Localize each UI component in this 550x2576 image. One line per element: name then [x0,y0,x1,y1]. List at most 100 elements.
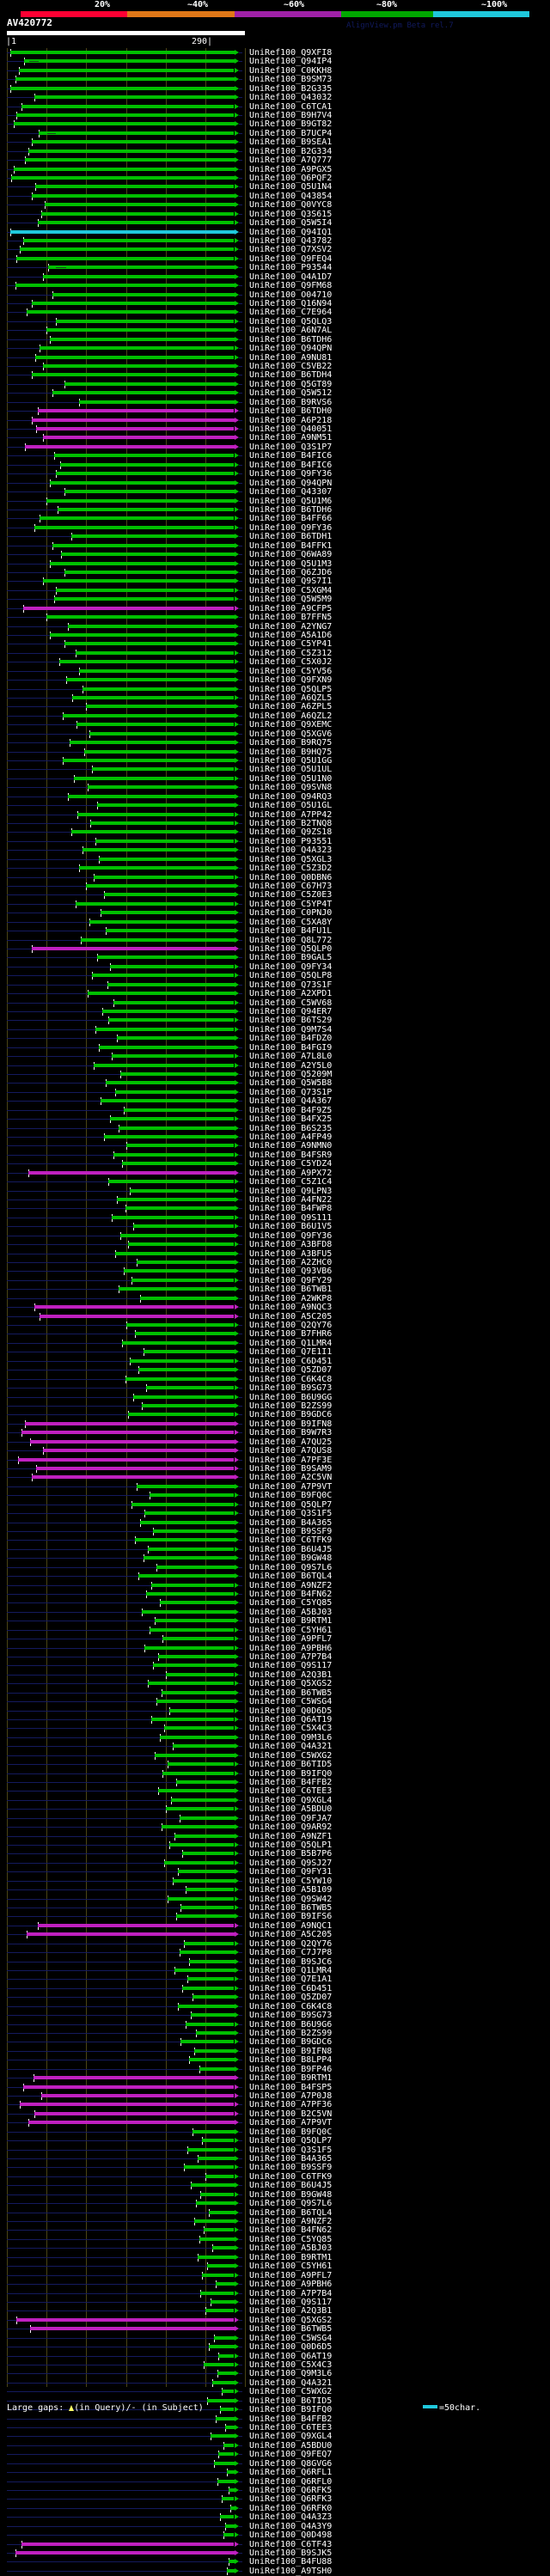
alignment-row[interactable]: UniRef100_A9CFP5 [0,604,550,613]
hsp-bar[interactable] [153,1529,235,1533]
alignment-row[interactable]: UniRef100_Q6AT19 [0,1715,550,1724]
alignment-row[interactable]: UniRef100_A7P7B4 [0,2289,550,2298]
hit-accession-label[interactable]: UniRef100_C5X4C3 [249,2359,333,2370]
hit-accession-label[interactable]: UniRef100_B4FN62 [249,2225,333,2236]
alignment-row[interactable]: UniRef100_Q9SJ27 [0,1859,550,1868]
hsp-bar[interactable] [43,579,235,583]
hit-accession-label[interactable]: UniRef100_Q7E1A1 [249,1975,333,1985]
hit-accession-label[interactable]: UniRef100_B9SAM9 [249,1463,333,1474]
hsp-bar[interactable] [212,2380,235,2384]
hsp-bar[interactable] [180,1816,235,1820]
hsp-bar[interactable] [34,95,235,100]
hit-accession-label[interactable]: UniRef100_A9CFP5 [249,603,333,613]
alignment-row[interactable]: UniRef100_B9GAL5 [0,953,550,962]
alignment-row[interactable]: UniRef100_Q9FJA7 [0,1814,550,1823]
hit-accession-label[interactable]: UniRef100_Q6ZJD6 [249,567,333,577]
alignment-row[interactable]: UniRef100_B9GW48 [0,1554,550,1563]
alignment-row[interactable]: UniRef100_Q73S1F [0,980,550,990]
hsp-bar[interactable] [128,1242,234,1247]
hsp-bar[interactable] [97,955,235,960]
hsp-bar[interactable] [71,830,235,834]
hit-accession-label[interactable]: UniRef100_B9FQ0C [249,1491,333,1501]
alignment-row[interactable]: UniRef100_A5A1D6 [0,631,550,640]
alignment-row[interactable]: UniRef100_Q94IP4 [0,57,550,66]
hsp-bar[interactable] [144,1645,234,1650]
alignment-row[interactable]: UniRef100_B2G335 [0,84,550,94]
hit-accession-label[interactable]: UniRef100_B6TID5 [249,1760,333,1770]
hit-accession-label[interactable]: UniRef100_Q9M3L6 [249,2369,333,2379]
hsp-bar[interactable] [199,2066,235,2071]
alignment-row[interactable]: UniRef100_C67H73 [0,882,550,891]
alignment-row[interactable]: UniRef100_Q9FXN9 [0,675,550,685]
hsp-bar[interactable] [133,1224,234,1229]
alignment-row[interactable]: UniRef100_A3BFD8 [0,1240,550,1249]
hsp-bar[interactable] [192,1995,235,1999]
hit-accession-label[interactable]: UniRef100_Q9XFI8 [249,48,333,58]
alignment-row[interactable]: UniRef100_B4FN62 [0,1590,550,1599]
hsp-bar[interactable] [64,382,235,386]
alignment-row[interactable]: UniRef100_C5YV56 [0,667,550,676]
alignment-row[interactable]: UniRef100_C5YP41 [0,639,550,649]
hit-accession-label[interactable]: UniRef100_Q5XGL3 [249,854,333,864]
hit-accession-label[interactable]: UniRef100_A5BJ03 [249,1607,333,1617]
hsp-bar[interactable] [222,2390,234,2394]
hsp-bar[interactable] [113,1152,234,1157]
hsp-bar[interactable] [108,1018,234,1022]
hit-accession-label[interactable]: UniRef100_Q8GVG6 [249,2458,333,2469]
hsp-bar[interactable] [77,812,234,816]
alignment-row[interactable]: UniRef100_Q5QLP7 [0,2136,550,2146]
alignment-row[interactable]: UniRef100_A9NZF2 [0,1581,550,1590]
hsp-bar[interactable] [160,1601,235,1605]
hsp-bar[interactable] [43,436,235,440]
hit-accession-label[interactable]: UniRef100_Q6RFK5 [249,2485,333,2495]
hsp-bar[interactable] [126,1323,234,1328]
hsp-bar[interactable] [135,1538,235,1542]
alignment-row[interactable]: UniRef100_B4FU88 [0,2557,550,2567]
alignment-row[interactable]: UniRef100_A9NMN0 [0,1141,550,1151]
hit-accession-label[interactable]: UniRef100_Q9M7S4 [249,1024,333,1035]
alignment-row[interactable]: UniRef100_Q9SVN8 [0,783,550,792]
alignment-row[interactable]: UniRef100_B9RVS6 [0,398,550,407]
alignment-row[interactable]: UniRef100_B4F9Z5 [0,1106,550,1115]
hsp-bar[interactable] [191,2183,235,2188]
alignment-row[interactable]: UniRef100_Q5W512 [0,388,550,398]
alignment-row[interactable]: UniRef100_Q9FEQ4 [0,254,550,264]
alignment-row[interactable]: UniRef100_Q73S1P [0,1088,550,1097]
hsp-bar[interactable] [82,687,235,691]
hit-accession-label[interactable]: UniRef100_B6TS29 [249,1016,333,1026]
hsp-bar[interactable] [148,1682,234,1686]
hit-accession-label[interactable]: UniRef100_A7P0J8 [249,2091,333,2102]
hsp-bar[interactable] [84,749,235,754]
alignment-row[interactable]: UniRef100_C6TFK9 [0,1535,550,1545]
hsp-bar[interactable] [64,642,235,646]
hit-accession-label[interactable]: UniRef100_B9RTM1 [249,2252,333,2262]
hit-accession-label[interactable]: UniRef100_Q5XGS2 [249,2315,333,2325]
hit-accession-label[interactable]: UniRef100_A2YNG7 [249,621,333,632]
alignment-row[interactable]: UniRef100_Q4A367 [0,1096,550,1106]
hit-accession-label[interactable]: UniRef100_B6U4J5 [249,2181,333,2191]
hit-accession-label[interactable]: UniRef100_A3BFD8 [249,1240,333,1250]
hit-accession-label[interactable]: UniRef100_A7P9VT [249,2118,333,2128]
hsp-bar[interactable] [196,2201,235,2206]
hsp-bar[interactable] [128,1413,234,1417]
hit-accession-label[interactable]: UniRef100_Q6RFL0 [249,2476,333,2487]
hsp-bar[interactable] [95,839,234,843]
hit-accession-label[interactable]: UniRef100_B9SEA1 [249,137,333,148]
alignment-row[interactable]: UniRef100_C7E964 [0,308,550,317]
alignment-row[interactable]: UniRef100_B2G334 [0,147,550,156]
alignment-row[interactable]: UniRef100_Q43782 [0,236,550,246]
alignment-row[interactable]: UniRef100_Q6RFK0 [0,2504,550,2513]
alignment-row[interactable]: UniRef100_C5Z1C4 [0,1177,550,1187]
alignment-row[interactable]: UniRef100_Q3S1P7 [0,443,550,452]
hit-accession-label[interactable]: UniRef100_B4FFK1 [249,540,333,551]
hsp-bar[interactable] [82,848,235,852]
hsp-bar[interactable] [30,2327,235,2331]
alignment-row[interactable]: UniRef100_A9PFL7 [0,2271,550,2280]
hsp-bar[interactable] [28,1170,235,1175]
alignment-row[interactable]: UniRef100_C5Z0E3 [0,890,550,900]
hit-accession-label[interactable]: UniRef100_C6TFK9 [249,1535,333,1546]
alignment-row[interactable]: UniRef100_C6TCA1 [0,102,550,112]
hit-accession-label[interactable]: UniRef100_Q0VYC8 [249,200,333,211]
hit-accession-label[interactable]: UniRef100_Q9SVN8 [249,783,333,793]
alignment-row[interactable]: UniRef100_Q9S7I1 [0,577,550,586]
